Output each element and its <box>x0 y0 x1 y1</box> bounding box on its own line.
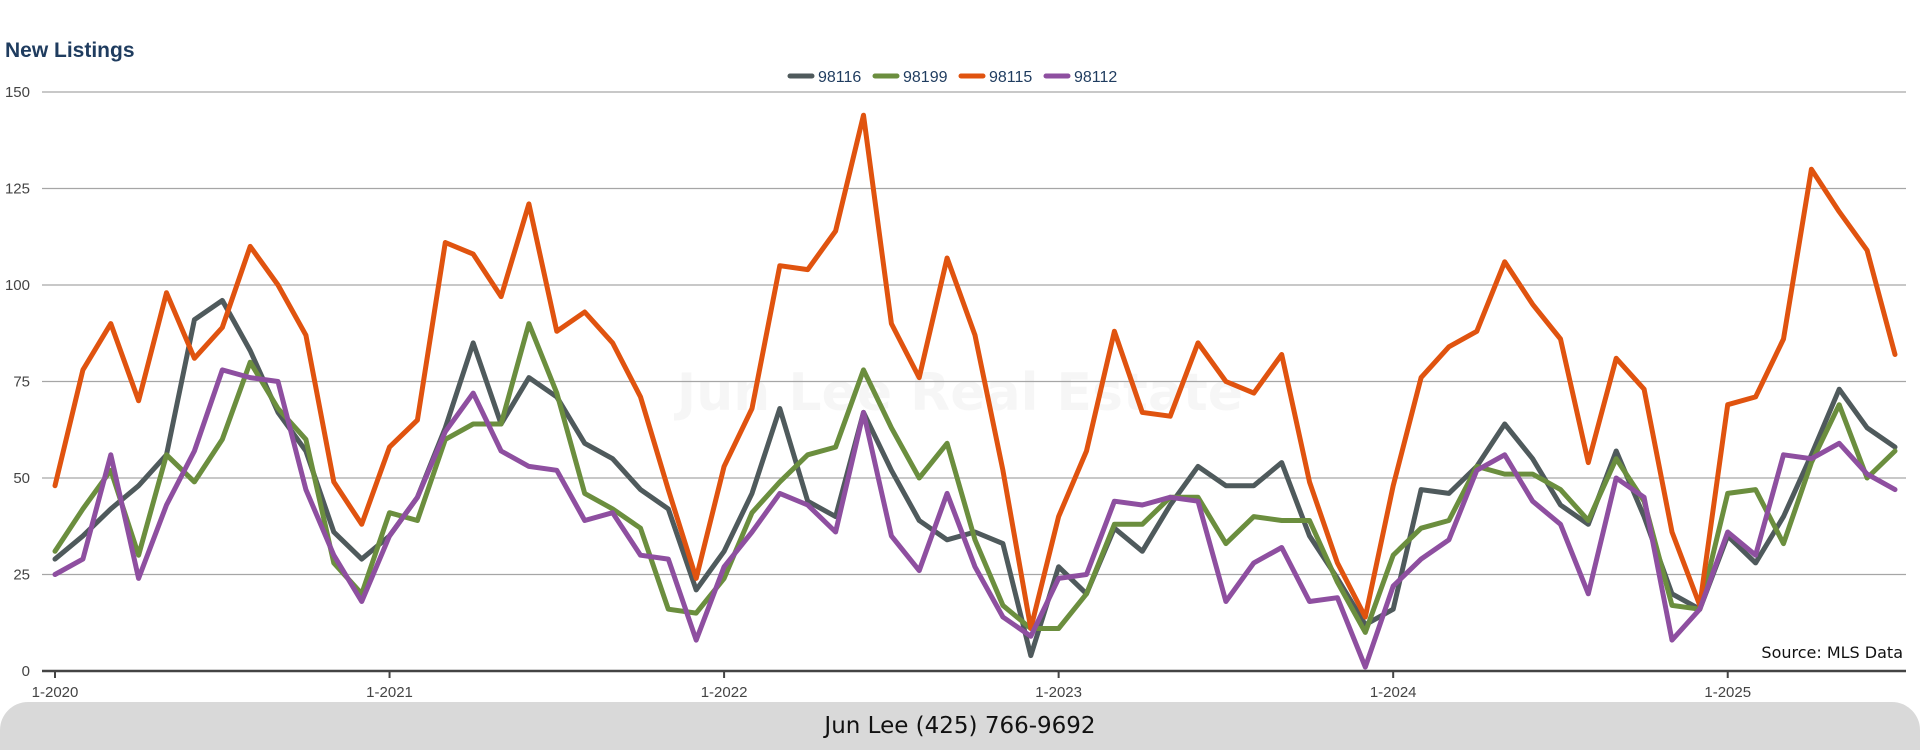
legend[interactable]: 98116 98199 98115 98112 <box>787 69 1117 86</box>
legend-item-98115[interactable]: 98115 <box>958 69 1032 86</box>
y-tick-label: 125 <box>5 181 30 198</box>
chart-title: New Listings <box>5 39 135 62</box>
x-axis-ticks: 1-2020 1-2021 1-2022 1-2023 1-2024 1-2025 <box>32 671 1751 701</box>
series-line-98115 <box>52 112 1898 631</box>
x-tick-label: 1-2024 <box>1370 684 1417 701</box>
x-tick-label: 1-2020 <box>32 684 79 701</box>
legend-label: 98115 <box>989 69 1032 86</box>
legend-label: 98116 <box>818 69 861 86</box>
legend-label: 98199 <box>903 69 948 86</box>
y-tick-label: 50 <box>13 470 30 487</box>
series-lines <box>52 112 1898 670</box>
footer-bar: Jun Lee (425) 766-9692 <box>0 702 1920 750</box>
y-tick-label: 100 <box>5 277 30 294</box>
x-tick-label: 1-2021 <box>366 684 413 701</box>
y-tick-label: 25 <box>13 567 30 584</box>
legend-item-98199[interactable]: 98199 <box>872 69 948 86</box>
y-tick-label: 150 <box>5 84 30 101</box>
x-tick-label: 1-2022 <box>701 684 748 701</box>
series-line-98112 <box>52 367 1898 670</box>
y-axis-ticks: 0 25 50 75 100 125 150 <box>5 84 30 680</box>
legend-item-98116[interactable]: 98116 <box>787 69 861 86</box>
source-annotation: Source: MLS Data <box>1761 643 1903 662</box>
y-tick-label: 75 <box>13 374 30 391</box>
footer-contact: Jun Lee (425) 766-9692 <box>824 713 1096 739</box>
x-tick-label: 1-2023 <box>1035 684 1082 701</box>
series-line-98199 <box>52 321 1898 635</box>
legend-label: 98112 <box>1074 69 1117 86</box>
legend-item-98112[interactable]: 98112 <box>1043 69 1117 86</box>
y-tick-label: 0 <box>22 663 30 680</box>
x-tick-label: 1-2025 <box>1704 684 1751 701</box>
